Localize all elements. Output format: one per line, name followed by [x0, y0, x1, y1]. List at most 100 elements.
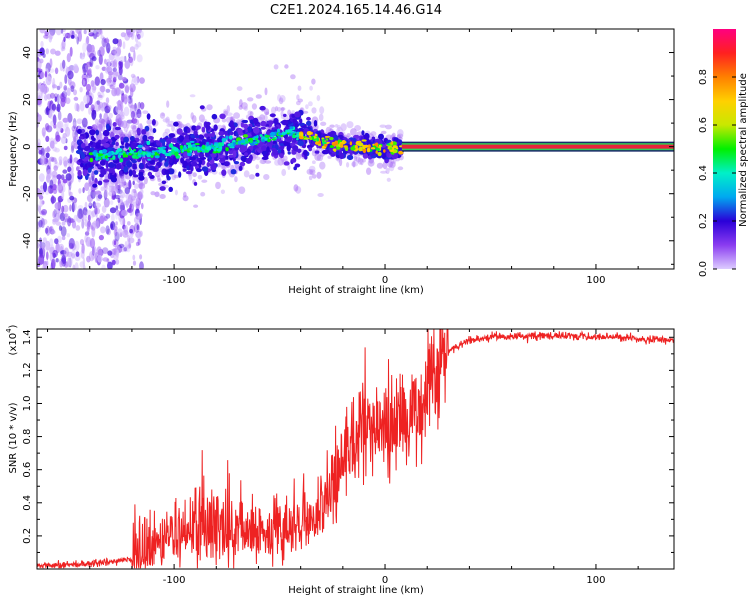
noise-speck [38, 219, 43, 228]
snr-y-tick-label: 0.8 [22, 429, 33, 445]
noise-speck [120, 98, 125, 104]
noise-speck [107, 261, 113, 269]
halo-speck [337, 124, 341, 132]
noise-speck [97, 194, 103, 200]
halo-speck [293, 184, 299, 192]
halo-speck [387, 161, 393, 168]
ridge-speck [234, 144, 240, 148]
halo-speck [176, 113, 182, 120]
noise-speck [111, 259, 116, 266]
noise-speck [92, 246, 97, 255]
halo-speck [319, 106, 325, 115]
ridge-core-speck [192, 143, 196, 147]
halo-speck [397, 133, 404, 139]
ridge-core-speck [277, 128, 280, 133]
noise-speck [67, 257, 70, 268]
noise-speck [124, 96, 128, 105]
ridge-core-speck [287, 129, 291, 133]
ridge-speck [296, 128, 300, 133]
noise-speck [41, 264, 48, 269]
noise-speck [118, 82, 125, 89]
halo-speck [357, 157, 363, 165]
noise-speck [114, 48, 121, 57]
noise-speck [105, 88, 111, 93]
halo-speck [339, 158, 343, 167]
halo-speck [134, 119, 140, 126]
halo-speck [143, 176, 148, 185]
ridge-core-speck [354, 144, 358, 149]
noise-speck [114, 225, 118, 232]
noise-speck [107, 250, 113, 256]
ridge-speck [119, 145, 125, 149]
noise-speck [136, 31, 139, 37]
ridge-speck [193, 181, 198, 186]
noise-speck [112, 67, 118, 73]
noise-speck [140, 188, 144, 195]
ridge-core-speck [281, 131, 286, 136]
halo-speck [305, 104, 309, 110]
ridge-speck [241, 119, 248, 124]
noise-speck [62, 32, 68, 37]
halo-speck [255, 156, 261, 161]
noise-speck [113, 240, 117, 246]
y-tick-label: 0 [22, 143, 33, 149]
halo-speck [150, 191, 156, 196]
noise-speck [87, 214, 91, 222]
ridge-core-speck [367, 144, 371, 148]
noise-speck [82, 78, 86, 86]
noise-speck [129, 203, 132, 212]
halo-speck [291, 110, 295, 114]
noise-speck [62, 132, 67, 139]
spectrogram-frame [36, 28, 675, 270]
noise-speck [118, 61, 122, 71]
noise-speck [65, 173, 72, 181]
halo-speck [193, 204, 199, 208]
ridge-core-speck [146, 140, 151, 146]
noise-speck [124, 240, 128, 251]
halo-speck [385, 167, 390, 174]
noise-speck [102, 41, 107, 49]
noise-speck [82, 42, 87, 53]
ridge-core-speck [147, 158, 151, 161]
halo-speck [125, 193, 132, 200]
colorbar-tick-label: 0.2 [698, 213, 709, 229]
ridge-core-speck [329, 145, 334, 148]
noise-speck [139, 261, 144, 269]
halo-speck [354, 125, 361, 131]
halo-speck [380, 170, 388, 174]
noise-speck [137, 33, 141, 40]
ridge-core-speck [325, 138, 329, 141]
noise-speck [80, 248, 85, 259]
noise-speck [138, 179, 143, 190]
noise-speck [89, 238, 96, 249]
halo-speck [108, 130, 115, 139]
ridge-speck [191, 125, 197, 131]
halo-speck [222, 166, 226, 170]
halo-speck [287, 109, 291, 116]
noise-speck [37, 114, 42, 122]
noise-speck [90, 80, 95, 88]
noise-speck [100, 45, 105, 56]
noise-speck [49, 109, 54, 120]
ridge-speck [138, 171, 144, 177]
noise-speck [92, 201, 96, 209]
halo-speck [126, 120, 130, 129]
ridge-core-speck [285, 129, 288, 134]
halo-speck [318, 113, 324, 122]
noise-speck [135, 230, 142, 239]
ridge-speck [178, 135, 185, 143]
ridge-core-speck [306, 131, 312, 136]
ridge-speck [269, 113, 276, 118]
ridge-speck [97, 180, 103, 186]
noise-speck [109, 200, 114, 206]
ridge-speck [345, 139, 349, 146]
noise-speck [115, 86, 122, 97]
ridge-speck [219, 113, 226, 120]
noise-speck [136, 54, 143, 63]
halo-speck [122, 181, 128, 189]
noise-speck [62, 117, 69, 123]
noise-speck [38, 149, 43, 155]
noise-speck [106, 81, 111, 87]
ridge-core-speck [112, 155, 116, 160]
ridge-speck [90, 140, 93, 145]
